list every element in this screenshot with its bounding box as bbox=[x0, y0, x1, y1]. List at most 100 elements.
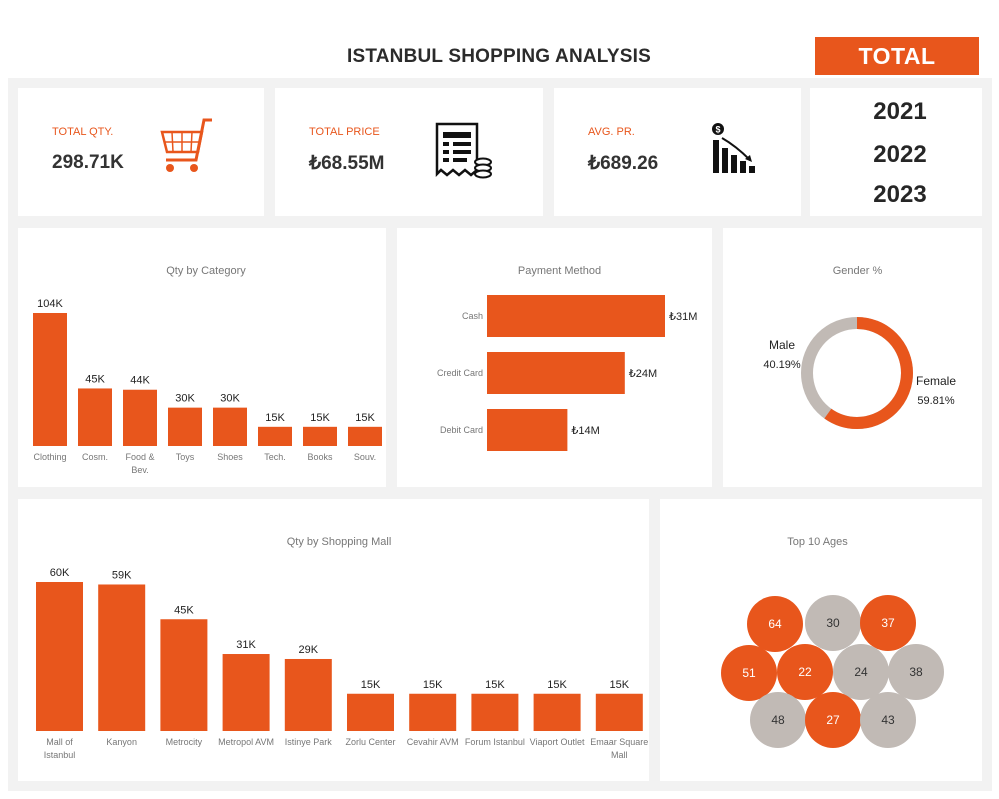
year-slicer bbox=[810, 88, 982, 216]
age-bubble bbox=[805, 692, 861, 748]
category-bar-chart: 104K Clothing 45K Cosm. 44K Food & Bev. 30K Toys… bbox=[33, 298, 382, 475]
mall-bar bbox=[595, 693, 643, 731]
category-label: Zorlu Center bbox=[345, 737, 395, 747]
data-label: ₺24M bbox=[629, 368, 657, 380]
mall-bar bbox=[347, 693, 394, 731]
mall-bar bbox=[222, 654, 270, 731]
age-label: 38 bbox=[909, 665, 923, 679]
category-label: Shoes bbox=[217, 452, 243, 462]
age-bubble bbox=[860, 595, 916, 651]
payment-bar bbox=[487, 352, 625, 394]
age-label: 48 bbox=[771, 713, 785, 727]
legend-label: Male bbox=[769, 338, 795, 352]
mall-chart-card: Qty by Shopping Mall 60K Mall of Istanbul 5… bbox=[18, 499, 649, 781]
category-label: Books bbox=[307, 452, 333, 462]
data-label: 44K bbox=[130, 375, 150, 387]
category-bar bbox=[258, 426, 292, 446]
category-bar bbox=[168, 407, 202, 446]
chart-title: Top 10 Ages bbox=[787, 536, 848, 548]
category-bar bbox=[123, 389, 157, 446]
category-label: Cevahir AVM bbox=[407, 737, 459, 747]
kpi-value: 298.71K bbox=[52, 152, 124, 173]
age-label: 24 bbox=[854, 665, 868, 679]
age-bubble bbox=[777, 644, 833, 700]
data-label: 59K bbox=[112, 569, 132, 581]
age-label: 30 bbox=[826, 616, 840, 630]
category-chart-card: Qty by Category 104K Clothing 45K Cosm. 44K F… bbox=[18, 228, 386, 487]
kpi-label: TOTAL PRICE bbox=[309, 126, 380, 138]
age-bubble bbox=[833, 644, 889, 700]
category-label: Kanyon bbox=[106, 737, 137, 747]
year-2022[interactable]: 2022 bbox=[873, 141, 927, 168]
chart-title: Payment Method bbox=[517, 265, 602, 277]
data-label: 59.81% bbox=[917, 395, 955, 407]
category-label: Istanbul bbox=[44, 750, 76, 760]
category-label: Food & bbox=[125, 452, 154, 462]
age-bubble bbox=[747, 596, 803, 652]
category-label: Emaar Square bbox=[590, 737, 648, 747]
age-label: 43 bbox=[881, 713, 895, 727]
data-label: 60K bbox=[50, 567, 70, 579]
category-label: Metrocity bbox=[166, 737, 203, 747]
category-label: Istinye Park bbox=[285, 737, 333, 747]
mall-bar bbox=[98, 584, 146, 731]
payment-bar-chart: Cash ₺31M Credit Card ₺24M Debit Card ₺14M bbox=[437, 295, 697, 451]
age-label: 27 bbox=[826, 713, 840, 727]
data-label: 45K bbox=[85, 373, 105, 385]
category-label: Viaport Outlet bbox=[530, 737, 585, 747]
chart-title: Qty by Shopping Mall bbox=[286, 536, 392, 548]
ages-bubble-chart: 64 30 37 51 22 24 38 48 27 43 bbox=[721, 595, 944, 748]
year-2023[interactable]: 2023 bbox=[873, 181, 927, 208]
category-bar bbox=[213, 407, 247, 446]
data-label: 45K bbox=[174, 604, 194, 616]
ages-chart-card: Top 10 Ages 64 30 37 51 22 24 38 48 27 43 bbox=[660, 499, 982, 781]
age-bubble bbox=[860, 692, 916, 748]
mall-bar bbox=[533, 693, 581, 731]
year-2021[interactable]: 2021 bbox=[873, 98, 927, 125]
mall-bar-chart: 60K Mall of Istanbul 59K Kanyon 45K Metrocity 3… bbox=[36, 567, 648, 760]
data-label: 15K bbox=[610, 679, 630, 691]
age-bubble bbox=[750, 692, 806, 748]
category-label: Cash bbox=[462, 311, 483, 321]
data-label: 40.19% bbox=[763, 359, 801, 371]
data-label: 15K bbox=[355, 412, 375, 424]
category-label: Debit Card bbox=[440, 425, 483, 435]
category-label: Clothing bbox=[33, 452, 66, 462]
declining-chart-icon: $ bbox=[712, 123, 755, 173]
page-title: ISTANBUL SHOPPING ANALYSIS bbox=[347, 46, 651, 67]
total-button[interactable]: TOTAL bbox=[815, 37, 979, 75]
gender-donut-chart: Male 40.19% Female 59.81% bbox=[763, 317, 956, 429]
category-label: Bev. bbox=[131, 465, 148, 475]
age-bubble bbox=[888, 644, 944, 700]
category-bar bbox=[348, 426, 382, 446]
category-label: Souv. bbox=[354, 452, 376, 462]
category-label: Mall of bbox=[46, 737, 73, 747]
data-label: 104K bbox=[37, 298, 63, 310]
mall-bar bbox=[471, 693, 519, 731]
age-label: 37 bbox=[881, 616, 895, 630]
data-label: 15K bbox=[423, 679, 443, 691]
category-label: Mall bbox=[611, 750, 628, 760]
payment-bar bbox=[487, 409, 568, 451]
age-bubble bbox=[805, 595, 861, 651]
data-label: 15K bbox=[485, 679, 505, 691]
payment-bar bbox=[487, 295, 665, 337]
data-label: 15K bbox=[547, 679, 567, 691]
mall-bar bbox=[284, 658, 332, 731]
data-label: 30K bbox=[220, 393, 240, 405]
data-label: ₺31M bbox=[669, 311, 697, 323]
mall-bar bbox=[36, 582, 83, 731]
kpi-card-total-price: TOTAL PRICE ₺68.55M bbox=[275, 88, 543, 216]
category-label: Toys bbox=[176, 452, 195, 462]
category-label: Forum Istanbul bbox=[465, 737, 525, 747]
data-label: 15K bbox=[310, 412, 330, 424]
receipt-coins-icon bbox=[435, 122, 492, 179]
category-label: Cosm. bbox=[82, 452, 108, 462]
age-bubble bbox=[721, 645, 777, 701]
mall-bar bbox=[409, 693, 457, 731]
data-label: 15K bbox=[265, 412, 285, 424]
kpi-card-avg-price: AVG. PR. ₺689.26 $ bbox=[554, 88, 801, 216]
category-label: Metropol AVM bbox=[218, 737, 274, 747]
age-label: 64 bbox=[768, 617, 782, 631]
age-label: 51 bbox=[742, 666, 756, 680]
